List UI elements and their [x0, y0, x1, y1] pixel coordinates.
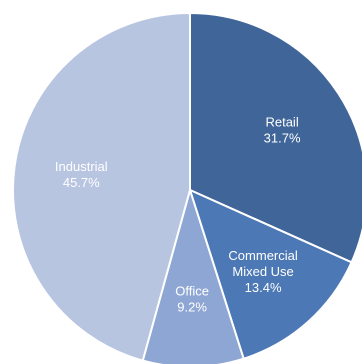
slice-value-label: 13.4%	[245, 280, 282, 295]
slice-category-label: Commercial	[228, 248, 297, 263]
pie-slice-industrial	[12, 11, 191, 362]
pie-slice-retail	[189, 11, 362, 264]
labels-layer: Retail 31.7% Commercial Mixed Use 13.4% Offic…	[55, 114, 301, 314]
slice-value-label: 9.2%	[177, 300, 207, 315]
pie-slice-label: Commercial Mixed Use 13.4%	[228, 248, 297, 295]
slice-value-label: 45.7%	[63, 175, 100, 190]
pie-slice-label: Industrial 45.7%	[55, 159, 108, 190]
slice-category-label: Industrial	[55, 159, 108, 174]
slice-category-label: Mixed Use	[232, 264, 293, 279]
slice-category-label: Retail	[265, 114, 298, 129]
slice-value-label: 31.7%	[264, 130, 301, 145]
pie-slice-label: Office 9.2%	[175, 284, 209, 315]
pie-slice-office	[141, 186, 245, 364]
slices-layer	[12, 11, 362, 364]
pie-slice-label: Retail 31.7%	[264, 114, 301, 145]
slice-category-label: Office	[175, 284, 209, 299]
